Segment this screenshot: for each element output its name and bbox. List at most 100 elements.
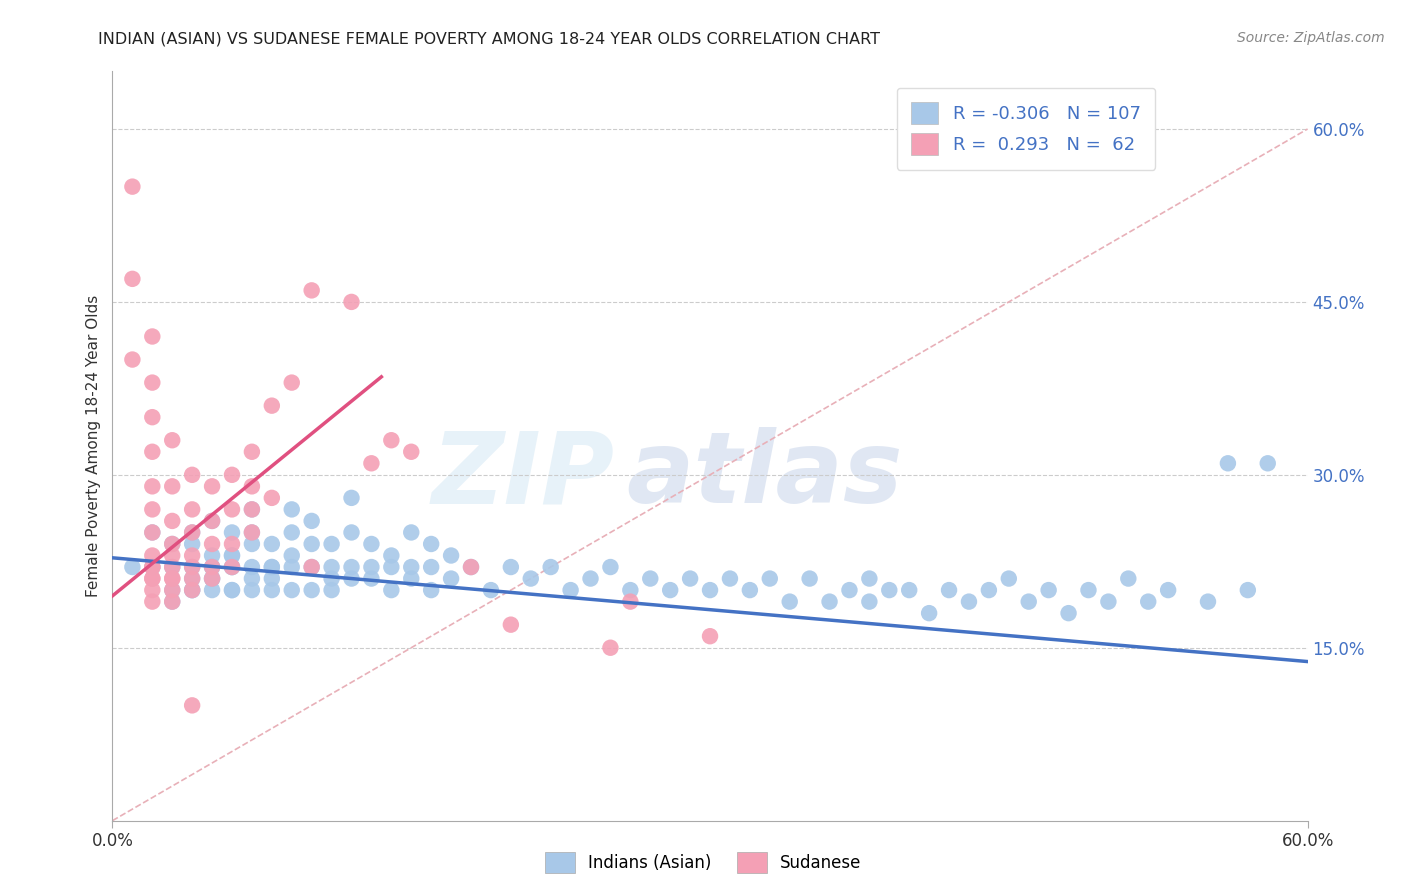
Point [201,560,224,574]
Point [759,572,782,586]
Point [162,549,183,563]
Point [201,572,224,586]
Point [1057,606,1080,620]
Point [340,525,363,540]
Point [938,583,960,598]
Point [240,444,263,458]
Point [977,583,1000,598]
Point [838,583,860,598]
Point [162,479,183,493]
Point [1077,583,1099,598]
Point [301,560,323,574]
Point [141,410,163,425]
Point [420,537,443,551]
Point [181,572,204,586]
Point [162,583,183,598]
Point [321,560,343,574]
Point [141,560,163,574]
Point [281,502,304,516]
Point [162,572,183,586]
Point [141,525,163,540]
Point [221,549,243,563]
Point [181,583,204,598]
Text: INDIAN (ASIAN) VS SUDANESE FEMALE POVERTY AMONG 18-24 YEAR OLDS CORRELATION CHAR: INDIAN (ASIAN) VS SUDANESE FEMALE POVERT… [98,31,880,46]
Point [141,560,163,574]
Point [718,572,741,586]
Point [779,594,801,608]
Point [201,514,224,528]
Point [221,525,243,540]
Point [460,560,482,574]
Point [201,560,224,574]
Point [181,537,204,551]
Point [918,606,941,620]
Point [260,583,283,598]
Point [599,640,621,655]
Point [340,560,363,574]
Point [141,594,163,608]
Point [260,560,283,574]
Point [281,525,304,540]
Point [181,467,204,482]
Point [221,537,243,551]
Point [321,583,343,598]
Point [460,560,482,574]
Point [162,560,183,574]
Point [240,537,263,551]
Point [560,583,582,598]
Point [201,572,224,586]
Point [659,583,682,598]
Point [162,594,183,608]
Point [240,525,263,540]
Point [281,376,304,390]
Point [340,572,363,586]
Point [121,272,143,286]
Point [420,583,443,598]
Point [818,594,841,608]
Point [181,525,204,540]
Point [1137,594,1160,608]
Point [1237,583,1260,598]
Point [1157,583,1180,598]
Point [240,479,263,493]
Text: ZIP: ZIP [432,427,614,524]
Point [141,560,163,574]
Point [301,537,323,551]
Point [141,572,163,586]
Point [141,444,163,458]
Point [201,549,224,563]
Point [679,572,702,586]
Point [162,572,183,586]
Legend: Indians (Asian), Sudanese: Indians (Asian), Sudanese [538,846,868,880]
Point [162,434,183,448]
Point [121,179,143,194]
Point [579,572,602,586]
Point [121,352,143,367]
Point [162,594,183,608]
Point [440,572,463,586]
Point [401,572,423,586]
Point [181,549,204,563]
Point [162,537,183,551]
Point [360,572,382,586]
Point [181,560,204,574]
Point [201,479,224,493]
Point [281,560,304,574]
Point [301,514,323,528]
Point [858,594,880,608]
Point [420,560,443,574]
Point [499,617,522,632]
Point [221,560,243,574]
Point [141,329,163,343]
Point [699,629,721,643]
Point [520,572,543,586]
Point [738,583,761,598]
Text: Source: ZipAtlas.com: Source: ZipAtlas.com [1237,31,1385,45]
Point [181,572,204,586]
Point [380,549,402,563]
Point [181,698,204,713]
Point [1216,456,1239,470]
Point [360,456,382,470]
Point [360,537,382,551]
Point [540,560,562,574]
